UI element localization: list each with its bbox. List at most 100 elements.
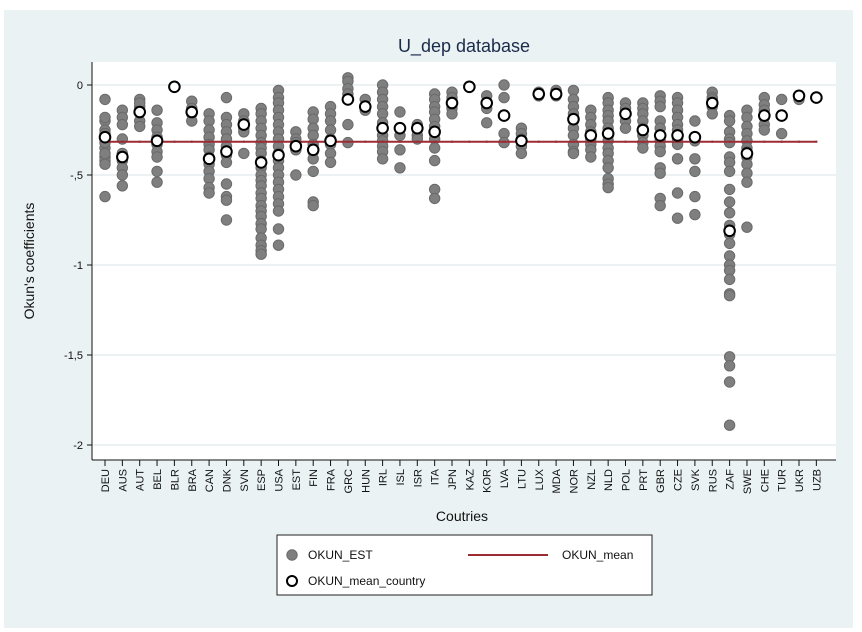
y-axis: 0 -,5 -1 -1,5 -2 [64,62,93,460]
point-okun-est [619,122,632,134]
x-tick-label: LVA [499,468,511,488]
marker-okun-mean [641,140,645,143]
x-axis: DEU AUS AUT BEL BLR BRA CAN DNK SVN ESP USA EST FIN F… [92,459,836,494]
point-okun-mean-country [705,96,719,110]
point-okun-mean-country [497,109,511,122]
marker-okun-mean [728,140,731,143]
point-okun-est [116,118,129,131]
point-okun-est [637,142,649,154]
x-tick-label: CHE [759,469,771,492]
legend-label-okun-est: OKUN_EST [308,548,373,562]
point-okun-mean-country [758,109,771,122]
marker-okun-mean [277,140,280,143]
point-okun-est [741,221,753,233]
y-tick-label: -,5 [70,170,83,182]
point-okun-est [99,158,111,170]
x-tick-label: UKR [794,469,806,492]
point-okun-est [99,93,111,106]
marker-okun-mean [745,140,749,143]
marker-okun-mean [364,140,367,143]
legend: OKUN_EST OKUN_mean OKUN_mean_country [276,534,653,596]
point-okun-mean-country [168,80,181,94]
point-okun-est [220,214,233,226]
point-okun-mean-country [220,145,233,158]
point-okun-est [689,153,701,165]
y-tick-label: -1 [73,260,83,272]
marker-okun-mean [572,140,575,143]
point-okun-mean-country [98,130,112,144]
point-okun-mean-country [411,121,424,135]
point-okun-est [498,79,510,91]
marker-okun-mean [763,140,766,143]
chart-title: U_dep database [398,36,530,57]
x-tick-label: GBR [655,469,667,493]
point-okun-mean-country [376,121,389,135]
point-okun-mean-country [202,152,216,166]
point-okun-est [428,142,441,154]
point-okun-mean-country [116,150,129,164]
chart-background: U_dep database 0 -,5 -1 -1,5 -2 DEU AUS AUT BEL… [4,10,853,628]
point-okun-est [498,91,510,104]
legend-symbol-okun-est [286,549,298,561]
point-okun-est [723,376,736,388]
x-tick-label: ESP [256,469,268,491]
point-okun-mean-country [150,134,164,148]
point-okun-est [446,108,458,120]
x-tick-label: SVN [239,469,251,492]
point-okun-est [116,169,129,181]
point-okun-est [272,223,285,235]
x-tick-label: FRA [326,468,338,491]
point-okun-est [723,360,736,372]
point-okun-est [723,183,736,196]
point-okun-est [220,91,233,104]
marker-okun-mean [606,140,610,143]
marker-okun-mean [711,140,714,143]
x-tick-label: AUS [117,469,129,492]
point-okun-est [723,419,736,431]
point-okun-est [723,165,736,178]
point-okun-est [116,180,129,192]
point-okun-est [602,162,614,174]
marker-okun-mean [173,140,176,143]
point-okun-mean-country [549,87,563,101]
marker-okun-mean [259,140,263,143]
point-okun-mean-country [601,127,615,140]
point-okun-est [723,207,736,219]
marker-okun-mean [312,140,315,143]
point-okun-mean-country [515,134,528,148]
x-tick-label: BLR [169,469,181,490]
point-okun-est [585,151,597,163]
marker-okun-mean [450,140,454,143]
x-axis-label: Coutries [436,508,488,524]
point-okun-mean-country [653,129,667,142]
legend-box [276,534,653,596]
x-tick-label: ISL [395,469,407,486]
point-okun-est [567,147,580,160]
x-tick-label: NLD [603,469,615,491]
x-tick-label: AUT [135,469,147,491]
x-tick-label: FIN [308,469,320,487]
point-okun-est [428,192,441,205]
marker-okun-mean [138,140,141,143]
marker-okun-mean [416,140,419,143]
point-okun-est [394,144,406,156]
point-okun-est [220,178,233,190]
marker-okun-mean [624,140,627,143]
x-tick-label: ZAF [725,469,737,490]
marker-okun-mean [468,140,471,143]
point-okun-est [775,93,788,106]
point-okun-mean-country [567,112,580,126]
marker-okun-mean [780,140,783,143]
legend-symbol-okun-mean-country [286,575,298,587]
point-okun-mean-country [289,139,303,153]
x-tick-label: RUS [707,469,719,492]
point-okun-mean-country [688,130,702,144]
x-tick-label: ITA [430,468,442,485]
x-tick-label: SWE [742,469,754,494]
marker-okun-mean [815,140,818,143]
point-okun-est [671,153,684,165]
series-okun-mean-country [98,80,823,238]
point-okun-mean-country [445,96,459,110]
point-okun-est [689,190,701,203]
point-okun-mean-country [306,143,320,157]
